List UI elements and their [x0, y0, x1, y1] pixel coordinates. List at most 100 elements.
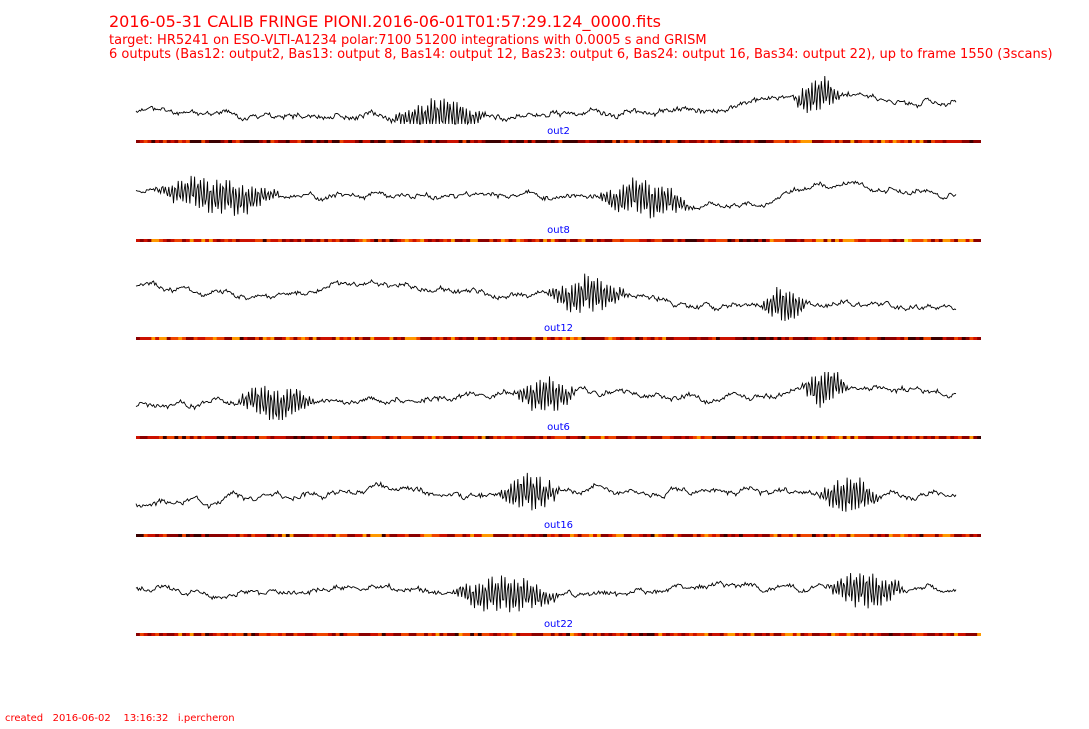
strip-cell [185, 436, 191, 439]
strip-cell [208, 239, 214, 242]
strip-cell [585, 633, 590, 636]
strip-cell [635, 140, 640, 143]
strip-cell [512, 239, 517, 242]
strip-cell [969, 633, 974, 636]
strip-cell [224, 534, 229, 537]
strip-cell [535, 633, 540, 636]
strip-cell [904, 436, 909, 439]
strip-cell [950, 436, 955, 439]
strip-cell [485, 337, 490, 340]
strip-cell [389, 633, 394, 636]
strip-cell [370, 337, 375, 340]
strip-cell [696, 239, 702, 242]
strip-cell [262, 239, 268, 242]
strip-cell [831, 140, 836, 143]
strip-cell [812, 239, 817, 242]
strip-cell [185, 239, 191, 242]
strip-cell [585, 534, 590, 537]
strip-cell [159, 633, 164, 636]
strip-cell [162, 140, 168, 143]
strip-cell [646, 534, 652, 537]
strip-cell [435, 140, 440, 143]
strip-cell [681, 633, 686, 636]
strip-cell [961, 436, 967, 439]
strip-cell [708, 239, 713, 242]
strip-cell [900, 436, 905, 439]
strip-cell [673, 633, 679, 636]
strip-cell [397, 633, 402, 636]
strip-cell [623, 140, 629, 143]
strip-cell [589, 534, 594, 537]
strip-cell [381, 534, 387, 537]
strip-cell [416, 436, 421, 439]
strip-cell [178, 239, 183, 242]
strip-cell [777, 140, 782, 143]
strip-cell [881, 633, 886, 636]
strip-cell [297, 436, 302, 439]
strip-cell [374, 140, 379, 143]
strip-cell [723, 534, 728, 537]
strip-cell [308, 337, 314, 340]
strip-cell [178, 633, 183, 636]
strip-cell [593, 534, 598, 537]
strip-cell [389, 436, 394, 439]
strip-cell [212, 633, 218, 636]
strip-cell [481, 436, 487, 439]
strip-cell [416, 140, 421, 143]
strip-cell [274, 534, 279, 537]
strip-cell [781, 436, 786, 439]
strip-cell [869, 239, 874, 242]
strip-cell [566, 239, 571, 242]
strip-cell [281, 436, 287, 439]
strip-cell [362, 436, 367, 439]
strip-cell [293, 436, 298, 439]
strip-cell [497, 633, 502, 636]
strip-cell [769, 239, 775, 242]
strip-cell [877, 436, 882, 439]
strip-cell [297, 534, 302, 537]
strip-cell [596, 534, 602, 537]
strip-cell [796, 633, 801, 636]
chart-subtitle-outputs: 6 outputs (Bas12: output2, Bas13: output… [109, 47, 1053, 62]
strip-cell [508, 140, 513, 143]
trace-svg-out12 [135, 273, 957, 322]
strip-cell [643, 633, 648, 636]
strip-cell [681, 337, 686, 340]
strip-cell [727, 140, 732, 143]
strip-cell [942, 534, 947, 537]
strip-cell [435, 633, 440, 636]
strip-cell [639, 140, 644, 143]
strip-cell [685, 534, 690, 537]
strip-cell [470, 633, 475, 636]
strip-cell [850, 534, 855, 537]
strip-cell [577, 633, 583, 636]
strip-cell [159, 140, 164, 143]
strip-cell [923, 436, 928, 439]
strip-cell [278, 534, 283, 537]
strip-cell [159, 239, 164, 242]
strip-cell [927, 239, 932, 242]
strip-cell [136, 534, 141, 537]
strip-cell [689, 633, 694, 636]
strip-cell [420, 239, 425, 242]
strip-cell [185, 140, 191, 143]
strip-cell [884, 534, 890, 537]
strip-cell [550, 337, 556, 340]
strip-cell [289, 534, 294, 537]
strip-cell [608, 140, 613, 143]
strip-cell [293, 534, 298, 537]
strip-cell [531, 436, 536, 439]
strip-cell [155, 436, 160, 439]
strip-cell [769, 337, 775, 340]
strip-cell [182, 239, 187, 242]
strip-cell [328, 633, 333, 636]
strip-cell [301, 239, 306, 242]
strip-cell [474, 140, 479, 143]
strip-cell [539, 633, 544, 636]
strip-cell [861, 633, 867, 636]
strip-cell [900, 337, 905, 340]
strip-cell [812, 633, 817, 636]
strip-cell [977, 633, 981, 636]
strip-cell [312, 239, 318, 242]
strip-cell [715, 239, 721, 242]
